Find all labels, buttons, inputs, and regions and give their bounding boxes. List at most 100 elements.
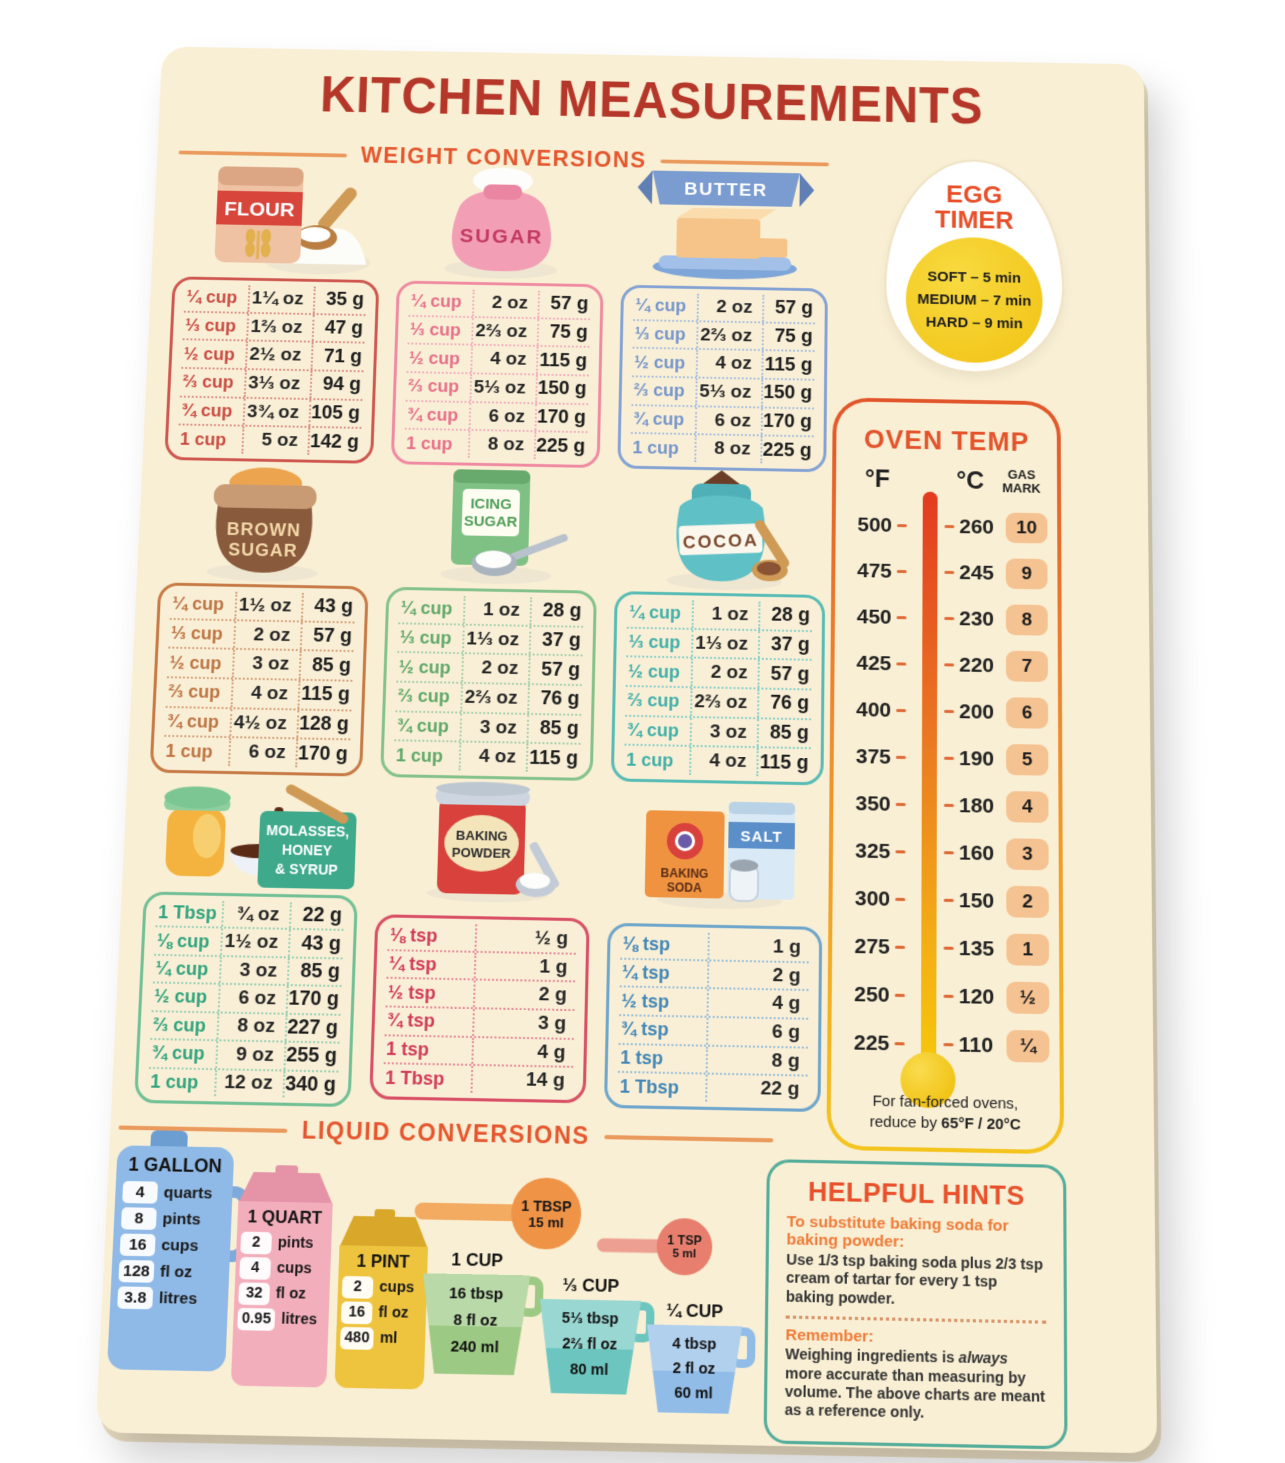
table-cell: ½ cup <box>398 656 451 678</box>
table-row: ¼ cup 2 oz 57 g <box>633 293 815 323</box>
spoon-bowl: 1 TBSP 15 ml <box>510 1177 582 1250</box>
table-cell: 500 <box>847 513 906 537</box>
table-row: 1 cup 4 oz 115 g <box>393 739 581 773</box>
table-cell: 170 g <box>762 410 813 433</box>
table-cell: 4 oz <box>689 747 759 777</box>
butter-label: BUTTER <box>684 178 768 200</box>
table-cell: 4 oz <box>458 742 529 772</box>
table-cell: 115 g <box>539 349 588 372</box>
table-cell: 225 g <box>762 438 812 462</box>
cocoa-label: COCOA <box>682 530 759 552</box>
table-cell: 85 g <box>769 721 810 745</box>
helpful-hints-title: HELPFUL HINTS <box>807 1175 1025 1212</box>
table-cell: 1 tsp <box>620 1047 664 1069</box>
table-cell: 375 <box>846 744 906 769</box>
table-cell: 57 g <box>774 297 814 319</box>
table-cell: 275 <box>844 934 905 960</box>
table-cell: 43 g <box>313 595 354 618</box>
table-cell: 12 oz <box>214 1069 286 1098</box>
table-cell: ⅔ cup <box>397 685 451 707</box>
table-cell: 3¾ oz <box>242 398 312 427</box>
table-cell: 2 oz <box>233 620 303 650</box>
table-cell: 230 <box>944 607 996 632</box>
table-row: ⅓ cup 1⅓ oz 37 g <box>397 622 584 655</box>
icing-sugar-illustration: ICING SUGAR <box>387 464 600 589</box>
table-cell: ⅔ cup <box>627 690 680 712</box>
table-row: ¼ cup 1 oz 28 g <box>398 595 584 626</box>
table-row: 275 135 1 <box>844 930 1050 967</box>
table-row: 2⅔ fl oz <box>539 1331 641 1359</box>
table-row: 1 cup 8 oz 225 g <box>403 428 588 461</box>
table-cell: ¼ cup <box>400 598 453 619</box>
teaspoon: 1 TSP 5 ml <box>596 1217 713 1276</box>
table-row: ⅔ cup 8 oz 227 g <box>150 1009 341 1042</box>
tbsp-title: 1 TBSP <box>521 1196 572 1215</box>
table-row: 350 180 4 <box>845 788 1049 823</box>
table-row: ¼ tsp 2 g <box>619 957 809 990</box>
table-row: ⅔ cup 5⅓ oz 150 g <box>631 375 815 408</box>
table-cell: 4 g <box>706 989 809 1018</box>
table-cell: 2⅔ oz <box>696 321 764 350</box>
table-cell: 105 g <box>310 401 361 425</box>
poster-title-text: KITCHEN MEASUREMENTS <box>319 65 984 135</box>
egg-time-soft: SOFT – 5 min <box>927 268 1021 287</box>
carton-gable <box>238 1172 334 1205</box>
gallon-rows: 4 quarts 8 pints 16 cups 128 fl oz 3.8 litres <box>110 1179 233 1313</box>
table-cell: 227 g <box>286 1015 339 1040</box>
table-cell: 150 <box>944 888 997 913</box>
table-cell: ⅓ cup <box>184 315 237 336</box>
butter-ribbon <box>651 170 800 207</box>
table-cell: 170 g <box>297 742 349 765</box>
table-cell: 1 cup <box>626 749 674 771</box>
table-cell: 8 fl oz <box>453 1311 498 1330</box>
table-cell: 9 <box>1005 558 1048 590</box>
table-cell: 1¼ oz <box>247 285 316 313</box>
table-row: ⅔ cup 5⅓ oz 150 g <box>405 371 589 403</box>
brown-sugar-label-line1: BROWN <box>226 519 301 540</box>
table-row: 16 tbsp <box>422 1280 530 1309</box>
oven-temp-inner: OVEN TEMP °F °C GAS MARK 500 260 10 475 245 9… <box>830 401 1060 1151</box>
table-row: 16 cups <box>112 1231 230 1260</box>
table-cell: 16 <box>119 1233 156 1257</box>
table-cell: 3 g <box>471 1009 575 1038</box>
table-cell: 75 g <box>549 321 589 344</box>
table-cell: ½ cup <box>634 352 686 373</box>
table-row: 4 tbsp <box>646 1331 742 1357</box>
egg-timer-title-line: TIMER <box>934 204 1014 234</box>
table-row: 3.8 litres <box>110 1284 229 1313</box>
table-cell: 37 g <box>770 633 810 656</box>
table-cell: 28 g <box>542 599 582 623</box>
table-cell: cups <box>276 1259 312 1278</box>
table-cell: ½ tsp <box>621 990 670 1012</box>
table-row: ½ cup 4 oz 115 g <box>406 342 590 375</box>
jug-body: 1 GALLON 4 quarts 8 pints 16 cups 128 fl oz 3.8 l… <box>107 1145 235 1372</box>
table-cell: fl oz <box>275 1285 307 1303</box>
table-row: ½ cup 2½ oz 71 g <box>181 338 365 371</box>
brown-sugar-illustration: BROWN SUGAR <box>159 460 373 585</box>
table-cell: 1 cup <box>165 740 214 762</box>
cocoa-illustration: COCOA <box>615 468 826 593</box>
table-cell: 76 g <box>770 692 810 715</box>
table-cell: ¼ cup <box>628 602 682 624</box>
table-cell: 37 g <box>541 629 582 652</box>
table-cell: ½ tsp <box>387 981 437 1003</box>
table-cell: 16 tbsp <box>448 1284 504 1304</box>
table-cell: 1 Tbsp <box>384 1067 445 1089</box>
table-cell: 2 oz <box>461 654 531 684</box>
sugar-mound <box>472 167 534 195</box>
spoon-handle <box>414 1202 522 1222</box>
table-cell: 200 <box>944 699 996 724</box>
table-cell: ⅔ cup <box>152 1014 207 1036</box>
table-cell: ¾ cup <box>406 404 459 425</box>
table-cell: ½ cup <box>408 347 461 368</box>
table-cell: 2 g <box>472 980 576 1010</box>
table-row: 128 fl oz <box>111 1258 230 1287</box>
table-row: 5⅓ tbsp <box>539 1305 641 1333</box>
table-row: 480 ml <box>336 1325 426 1352</box>
table-cell: 1 cup <box>395 744 444 766</box>
table-row: ⅓ cup 1⅔ oz 47 g <box>182 310 366 343</box>
baking-soda-box <box>644 810 725 899</box>
table-cell: 35 g <box>325 289 365 311</box>
pint-rows: 2 cups 16 fl oz 480 ml <box>336 1274 427 1352</box>
carton-body: 1 PINT 2 cups 16 fl oz 480 ml <box>334 1245 429 1390</box>
